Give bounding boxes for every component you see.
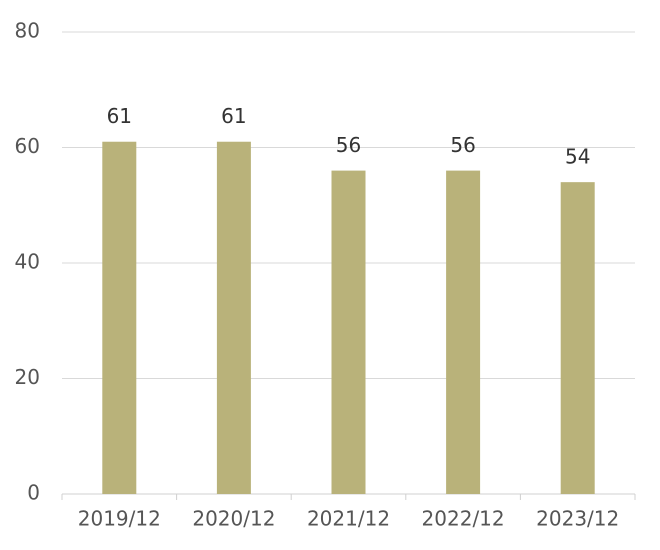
y-tick-label: 40 [15, 250, 40, 274]
y-tick-label: 0 [27, 481, 40, 505]
y-tick-label: 60 [15, 134, 40, 158]
data-label: 54 [565, 145, 590, 169]
bar [216, 141, 251, 494]
x-tick-label: 2019/12 [78, 507, 161, 531]
bar [331, 170, 366, 494]
x-tick-label: 2023/12 [536, 507, 619, 531]
y-tick-label: 20 [15, 365, 40, 389]
x-tick-label: 2021/12 [307, 507, 390, 531]
data-label: 56 [336, 133, 361, 157]
x-tick-label: 2020/12 [192, 507, 275, 531]
bar [560, 182, 595, 494]
y-tick-label: 80 [15, 19, 40, 43]
data-label: 56 [450, 133, 475, 157]
bar [102, 141, 137, 494]
x-tick-label: 2022/12 [422, 507, 505, 531]
data-label: 61 [221, 104, 246, 128]
data-label: 61 [107, 104, 132, 128]
bar [446, 170, 481, 494]
